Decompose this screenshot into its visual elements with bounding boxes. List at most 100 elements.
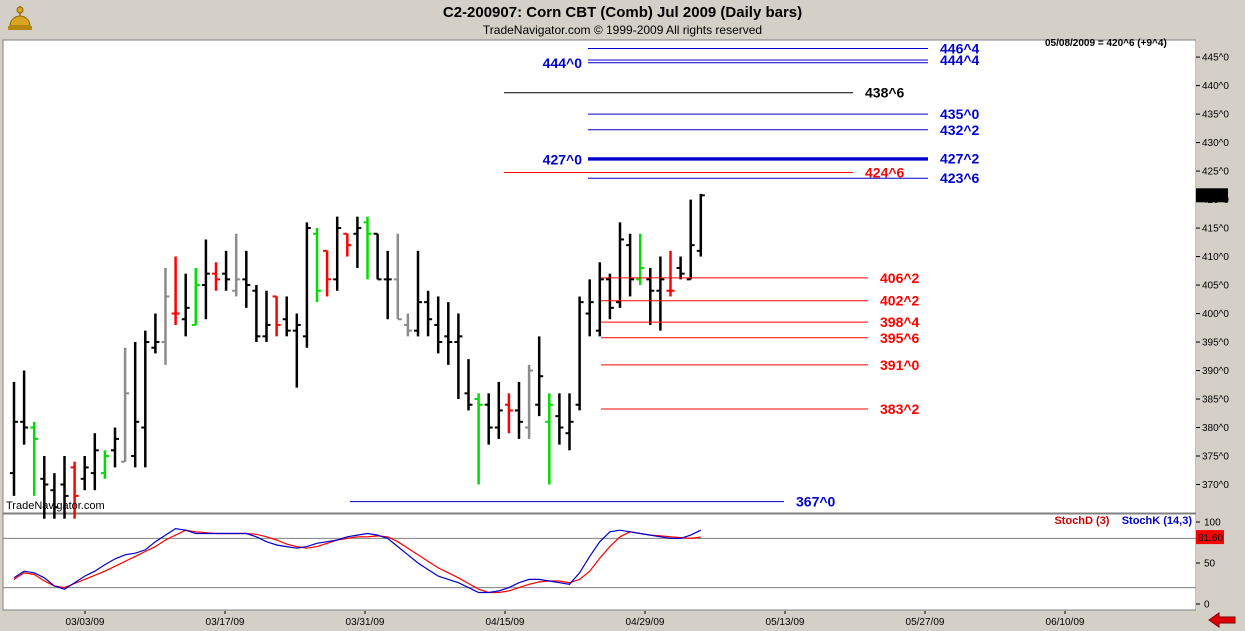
level-label: 432^2 <box>940 122 980 138</box>
y-tick-label: 445^0 <box>1202 53 1229 64</box>
ohlc-bar <box>494 381 503 439</box>
ohlc-bar <box>343 232 352 257</box>
ohlc-bar <box>464 359 473 411</box>
ohlc-bar <box>212 262 220 291</box>
ohlc-bar <box>434 296 443 354</box>
ohlc-bar <box>191 267 200 326</box>
ohlc-bar <box>222 250 231 291</box>
ohlc-bar <box>282 296 291 337</box>
x-tick-label: 05/13/09 <box>766 617 805 628</box>
ohlc-bar <box>90 433 99 491</box>
ohlc-bar <box>333 216 342 291</box>
ohlc-bar <box>545 393 554 485</box>
stoch-y-tick-label: 100 <box>1204 518 1221 529</box>
stoch-last-box <box>1196 530 1224 545</box>
y-tick-label: 410^0 <box>1202 252 1229 263</box>
ohlc-bar <box>323 249 332 297</box>
x-axis-area <box>0 611 1196 631</box>
ohlc-bar <box>414 250 422 337</box>
level-label: 444^4 <box>940 52 980 68</box>
y-tick-label: 440^0 <box>1202 81 1229 92</box>
ohlc-bar <box>595 262 604 337</box>
ohlc-bar <box>474 393 483 485</box>
ohlc-bar <box>666 250 675 297</box>
ohlc-bar <box>10 381 18 496</box>
stoch-y-tick-label: 50 <box>1204 559 1216 570</box>
y-tick-label: 430^0 <box>1202 138 1229 149</box>
y-tick-label: 405^0 <box>1202 281 1229 292</box>
ohlc-bar <box>636 233 645 286</box>
ohlc-bar <box>292 313 301 388</box>
y-tick-label: 390^0 <box>1202 366 1229 377</box>
level-label: 427^2 <box>940 150 980 166</box>
ohlc-bar <box>575 296 584 411</box>
stoch-series-line <box>13 529 701 594</box>
scroll-left-arrow-icon[interactable] <box>1207 612 1237 628</box>
ohlc-bar <box>262 290 271 343</box>
y-tick-label: 400^0 <box>1202 309 1229 320</box>
ohlc-bar <box>373 232 382 281</box>
ohlc-bar <box>585 279 594 337</box>
ohlc-bar <box>161 267 170 365</box>
level-label: 391^0 <box>880 357 920 373</box>
chart-canvas[interactable]: 370^0 375^0 380^0 385^0 390^0 395^0 400^0 405^0… <box>0 38 1245 631</box>
indicator-legend: StochD (3) StochK (14,3) <box>1054 515 1192 527</box>
ohlc-bar <box>242 250 251 308</box>
x-tick-label: 06/10/09 <box>1046 617 1085 628</box>
x-tick-label: 05/27/09 <box>906 617 945 628</box>
ohlc-bar <box>686 199 695 281</box>
ohlc-bar <box>555 393 564 445</box>
ohlc-bar <box>111 427 119 468</box>
x-tick-label: 04/15/09 <box>486 617 525 628</box>
ohlc-bar <box>171 256 180 325</box>
level-label: 395^6 <box>880 330 920 346</box>
level-label: 402^2 <box>880 293 920 309</box>
ohlc-bar <box>696 193 705 257</box>
ohlc-bar <box>454 313 463 400</box>
copyright-subtitle: TradeNavigator.com © 1999-2009 All right… <box>482 23 763 37</box>
ohlc-bar <box>504 393 513 434</box>
last-price-box <box>1196 188 1228 203</box>
ohlc-bar <box>20 370 29 445</box>
x-tick-label: 04/29/09 <box>626 617 665 628</box>
level-label: 446^4 <box>940 41 980 57</box>
ohlc-bar <box>616 222 624 308</box>
y-tick-label: 370^0 <box>1202 480 1229 491</box>
y-tick-label: 435^0 <box>1202 110 1229 121</box>
ohlc-bar <box>656 256 665 331</box>
ohlc-bar <box>121 347 130 463</box>
level-label: 424^6 <box>865 164 905 180</box>
stochk-legend: StochK (14,3) <box>1121 515 1192 527</box>
ohlc-bar <box>565 393 574 451</box>
level-label: 438^6 <box>865 85 905 101</box>
ohlc-bar <box>525 364 534 439</box>
ohlc-bar <box>484 393 493 445</box>
ohlc-bar <box>605 273 614 320</box>
level-label: 423^6 <box>940 170 980 186</box>
ohlc-bar <box>313 228 321 303</box>
sextant-logo-icon <box>8 6 32 30</box>
level-label: 427^0 <box>543 152 583 168</box>
stochd-legend: StochD (3) <box>1054 515 1110 527</box>
level-label: 383^2 <box>880 401 920 417</box>
level-label: 406^2 <box>880 270 920 286</box>
ohlc-bar <box>353 216 362 268</box>
ohlc-bar <box>676 256 685 280</box>
level-label: 444^0 <box>543 55 583 71</box>
stoch-series-line <box>13 527 702 594</box>
stoch-y-tick-label: 0 <box>1204 600 1210 611</box>
y-tick-label: 375^0 <box>1202 452 1229 463</box>
ohlc-bar <box>252 285 261 343</box>
stochastic-panel <box>2 513 1197 611</box>
last-bar-info: 05/08/2009 = 420^6 (+9^4) <box>1045 38 1167 49</box>
ohlc-bar <box>40 456 49 519</box>
ohlc-bar <box>383 250 392 320</box>
stoch-last-label: 81.60 <box>1198 533 1223 544</box>
ohlc-bar <box>30 421 39 496</box>
x-tick-label: 03/17/09 <box>206 617 245 628</box>
ohlc-bar <box>50 473 59 519</box>
ohlc-bar <box>181 273 190 337</box>
ohlc-bar <box>302 222 311 348</box>
ohlc-bar <box>424 290 433 337</box>
ohlc-bar <box>131 342 140 468</box>
